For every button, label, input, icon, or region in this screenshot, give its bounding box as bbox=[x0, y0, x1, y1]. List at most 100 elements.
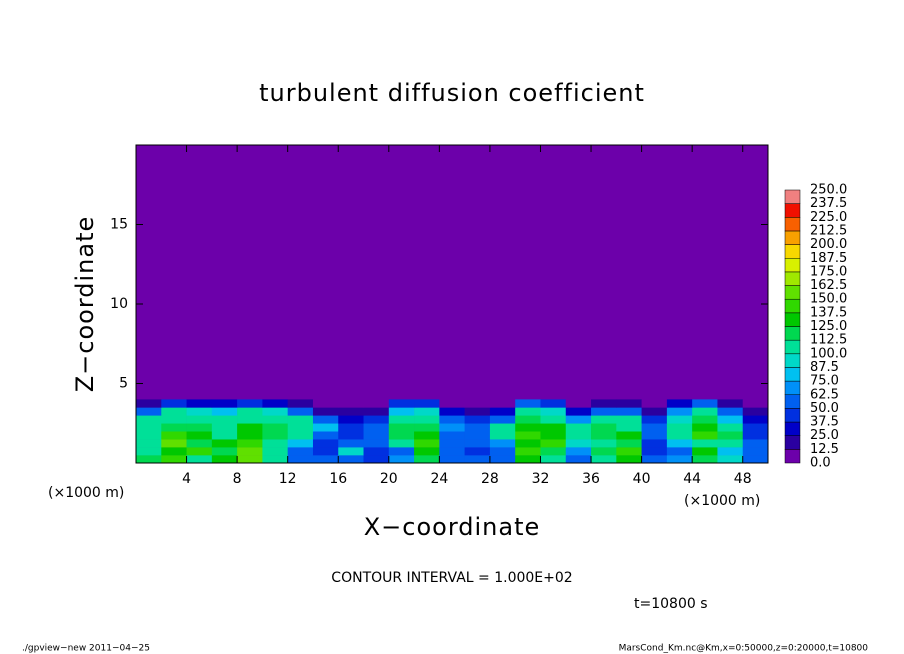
cell bbox=[565, 399, 592, 408]
cell bbox=[540, 407, 567, 416]
cell bbox=[287, 455, 314, 464]
cell bbox=[439, 447, 465, 456]
cell bbox=[666, 407, 693, 416]
cell bbox=[414, 407, 440, 416]
cell bbox=[591, 431, 617, 440]
contour-interval: CONTOUR INTERVAL = 1.000E+02 bbox=[331, 570, 572, 586]
cell bbox=[262, 439, 288, 448]
cell bbox=[237, 407, 263, 416]
cell bbox=[489, 447, 516, 456]
cell bbox=[338, 431, 364, 440]
cell bbox=[666, 415, 693, 424]
cell bbox=[363, 407, 390, 416]
cell bbox=[692, 423, 718, 432]
cell bbox=[616, 399, 642, 408]
cell bbox=[591, 407, 617, 416]
cell bbox=[237, 399, 263, 408]
cell bbox=[666, 431, 693, 440]
colorbar-swatch bbox=[784, 326, 801, 341]
cell bbox=[515, 455, 541, 464]
cell bbox=[388, 423, 415, 432]
cell bbox=[742, 415, 769, 424]
colorbar-swatch bbox=[784, 285, 801, 300]
cell bbox=[211, 407, 238, 416]
colorbar-label: 75.0 bbox=[810, 374, 839, 389]
cell bbox=[666, 455, 693, 464]
cell bbox=[161, 431, 187, 440]
cell bbox=[388, 399, 415, 408]
cell bbox=[287, 415, 314, 424]
cell bbox=[565, 415, 592, 424]
cell bbox=[616, 415, 642, 424]
colorbar-swatch bbox=[784, 203, 801, 218]
colorbar-label: 37.5 bbox=[810, 415, 839, 430]
cell bbox=[161, 423, 187, 432]
cell bbox=[312, 455, 339, 464]
colorbar-label: 0.0 bbox=[810, 456, 831, 471]
y-axis-label: Z−coordinate bbox=[71, 216, 99, 393]
footer-right: MarsCond_Km.nc@Km,x=0:50000,z=0:20000,t=… bbox=[619, 644, 869, 654]
cell bbox=[692, 399, 718, 408]
cell bbox=[237, 447, 263, 456]
cell bbox=[312, 423, 339, 432]
cell bbox=[186, 415, 213, 424]
colorbar-swatch bbox=[784, 435, 801, 450]
cell bbox=[237, 415, 263, 424]
colorbar-swatch bbox=[784, 217, 801, 232]
cell bbox=[262, 423, 288, 432]
cell bbox=[211, 399, 238, 408]
colorbar-label: 162.5 bbox=[810, 278, 847, 293]
cell bbox=[540, 455, 567, 464]
time-label: t=10800 s bbox=[634, 596, 708, 612]
cell bbox=[666, 399, 693, 408]
colorbar-label: 187.5 bbox=[810, 251, 847, 266]
colorbar-label: 87.5 bbox=[810, 360, 839, 375]
cell bbox=[414, 447, 440, 456]
y-tick-label: 5 bbox=[119, 376, 128, 392]
cell bbox=[717, 431, 744, 440]
x-tick-label: 28 bbox=[481, 471, 499, 487]
cell bbox=[136, 423, 162, 432]
cell bbox=[742, 399, 769, 408]
x-unit-label: (×1000 m) bbox=[684, 493, 760, 509]
cell bbox=[742, 407, 769, 416]
cell bbox=[717, 399, 744, 408]
cell bbox=[565, 431, 592, 440]
cell bbox=[388, 415, 415, 424]
cell bbox=[186, 407, 213, 416]
cell bbox=[489, 455, 516, 464]
cell bbox=[439, 431, 465, 440]
cell bbox=[616, 455, 642, 464]
x-unit-label: (×1000 m) bbox=[48, 485, 124, 501]
cell bbox=[692, 455, 718, 464]
cell bbox=[464, 407, 491, 416]
cell bbox=[161, 439, 187, 448]
y-tick-label: 10 bbox=[110, 296, 128, 312]
cell bbox=[717, 415, 744, 424]
cell bbox=[161, 415, 187, 424]
cell bbox=[414, 423, 440, 432]
cell bbox=[641, 423, 668, 432]
colorbar-swatch bbox=[784, 312, 801, 327]
cell bbox=[742, 423, 769, 432]
cell bbox=[136, 407, 162, 416]
cell bbox=[262, 431, 288, 440]
colorbar-label: 100.0 bbox=[810, 346, 847, 361]
colorbar-swatch bbox=[784, 244, 801, 259]
x-axis-label: X−coordinate bbox=[364, 513, 541, 541]
cell bbox=[237, 431, 263, 440]
colorbar-swatch bbox=[784, 339, 801, 355]
y-tick-label: 15 bbox=[110, 217, 128, 233]
cell bbox=[237, 439, 263, 448]
colorbar-label: 212.5 bbox=[810, 223, 847, 238]
cell bbox=[363, 439, 390, 448]
cell bbox=[666, 423, 693, 432]
cell bbox=[515, 431, 541, 440]
cell bbox=[388, 407, 415, 416]
cell bbox=[692, 415, 718, 424]
cell bbox=[287, 423, 314, 432]
cell bbox=[388, 431, 415, 440]
cell bbox=[540, 415, 567, 424]
cell bbox=[439, 455, 465, 464]
colorbar-label: 225.0 bbox=[810, 210, 847, 225]
